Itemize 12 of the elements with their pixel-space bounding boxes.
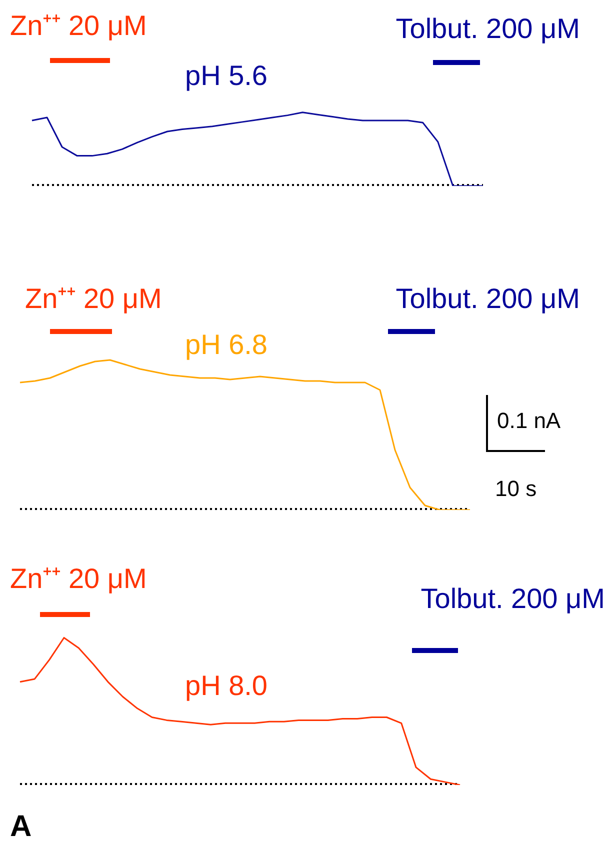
- text: Tolbut. 200 μM: [396, 13, 580, 44]
- text: Tolbut. 200 μM: [396, 283, 580, 314]
- series-label: pH 5.6: [185, 60, 268, 91]
- text: Zn⁺⁺ 20 μM: [10, 10, 147, 41]
- series-label: pH 8.0: [185, 670, 268, 701]
- text: 0.1 nA: [497, 408, 561, 433]
- text: Tolbut. 200 μM: [420, 583, 605, 614]
- series-label: pH 6.8: [185, 329, 268, 360]
- text: Zn⁺⁺ 20 μM: [25, 283, 162, 314]
- text: A: [10, 810, 32, 843]
- text: 10 s: [495, 476, 537, 501]
- text: Zn⁺⁺ 20 μM: [10, 563, 147, 594]
